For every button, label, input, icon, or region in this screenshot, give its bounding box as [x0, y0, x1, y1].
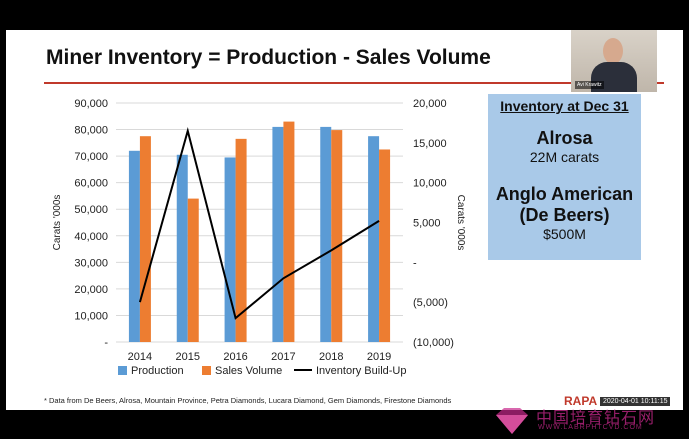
y-tick-label: 90,000 [74, 98, 108, 110]
presenter-webcam: Avi Krawitz [571, 30, 657, 92]
presenter-head [603, 38, 623, 64]
x-tick-label: 2018 [319, 351, 343, 363]
production-sales-chart: - 10,000 20,000 30,000 40,000 50,000 60,000 70,… [52, 98, 466, 377]
x-tick-label: 2016 [223, 351, 247, 363]
sales-volume-bar [235, 138, 247, 342]
watermark-url: WWW.LABRPHTCVD.COM [538, 424, 643, 431]
y-tick-label: 60,000 [74, 178, 108, 190]
video-timestamp: 2020-04-01 10:11:15 [600, 397, 671, 406]
y-tick-label: - [104, 337, 108, 349]
y-tick-label: 70,000 [74, 151, 108, 163]
site-watermark: 中国培育钻石网 WWW.LABRPHTCVD.COM [492, 404, 682, 436]
company-name-anglo-american: Anglo American [495, 184, 634, 204]
y2-tick-label: 20,000 [413, 98, 447, 110]
x-tick-label: 2014 [128, 351, 152, 363]
legend-swatch [118, 366, 127, 375]
y2-axis-title: Carats '000s [455, 195, 466, 251]
x-tick-label: 2017 [271, 351, 295, 363]
y-tick-label: 40,000 [74, 231, 108, 243]
production-bar [224, 157, 236, 342]
y-tick-label: 20,000 [74, 284, 108, 296]
y2-tick-label: 15,000 [413, 138, 447, 150]
legend-label: Sales Volume [215, 365, 282, 377]
y2-tick-label: 10,000 [413, 178, 447, 190]
y-tick-label: 50,000 [74, 204, 108, 216]
company-value-de-beers: $500M [543, 226, 586, 242]
sales-volume-bar [283, 121, 295, 342]
production-bar [368, 136, 380, 342]
data-source-footnote: * Data from De Beers, Alrosa, Mountain P… [44, 396, 452, 405]
presentation-slide: Miner Inventory = Production - Sales Vol… [6, 30, 683, 410]
brand-logo-text: RAPA [564, 394, 598, 408]
sales-volume-bar [331, 130, 343, 342]
slide-title: Miner Inventory = Production - Sales Vol… [46, 46, 491, 69]
sales-volume-bar [139, 136, 151, 342]
sales-volume-bar [187, 198, 199, 342]
production-bar [320, 126, 332, 343]
y2-tick-label: (10,000) [413, 337, 454, 349]
sales-volume-bar [379, 149, 391, 342]
y-tick-label: 30,000 [74, 257, 108, 269]
y-tick-label: 10,000 [74, 310, 108, 322]
title-underline [44, 82, 664, 84]
presenter-name-tag: Avi Krawitz [575, 81, 604, 89]
production-bar [128, 150, 140, 342]
production-bar [176, 154, 188, 342]
legend-label: Inventory Build-Up [316, 365, 407, 377]
diamond-logo-icon [496, 408, 528, 434]
inventory-info-box: Inventory at Dec 31 Alrosa 22M carats An… [488, 94, 641, 260]
inventory-buildup-line [138, 127, 380, 320]
y2-tick-label: - [413, 257, 417, 269]
watermark-text: 中国培育钻石网 [536, 410, 656, 427]
legend-label: Production [131, 365, 184, 377]
y2-tick-label: 5,000 [413, 218, 441, 230]
company-name-de-beers: (De Beers) [519, 205, 610, 225]
y-tick-label: 80,000 [74, 125, 108, 137]
x-tick-label: 2015 [176, 351, 200, 363]
y-axis-title: Carats '000s [52, 195, 63, 251]
legend-swatch [202, 366, 211, 375]
info-box-heading: Inventory at Dec 31 [500, 98, 629, 114]
y2-tick-label: (5,000) [413, 297, 448, 309]
company-value-alrosa: 22M carats [529, 149, 600, 165]
x-tick-label: 2019 [367, 351, 391, 363]
company-name-alrosa: Alrosa [536, 128, 593, 148]
production-bar [272, 126, 284, 343]
